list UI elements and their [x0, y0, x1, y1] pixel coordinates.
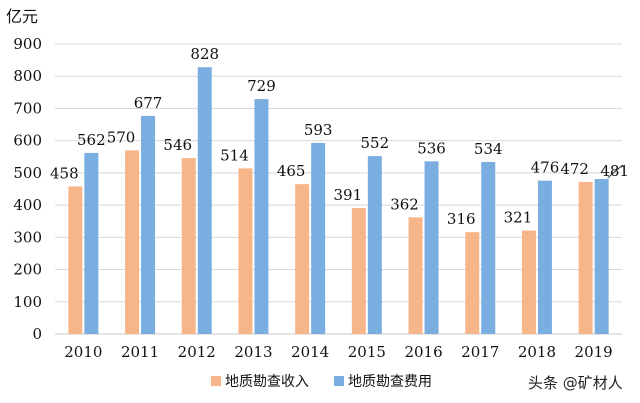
data-label: 828: [190, 45, 219, 63]
data-label: 321: [504, 209, 533, 227]
y-unit-label: 亿元: [6, 7, 38, 26]
bar-income: [181, 158, 196, 334]
y-tick-label: 800: [13, 67, 42, 85]
x-tick-label: 2018: [518, 343, 556, 361]
bar-cost: [141, 115, 156, 334]
data-label: 534: [474, 140, 503, 158]
x-tick-label: 2011: [121, 343, 159, 361]
bar-income: [578, 181, 593, 334]
bar-cost: [367, 156, 382, 334]
data-label: 552: [361, 134, 390, 152]
bar-cost: [424, 161, 439, 334]
data-label: 465: [277, 162, 306, 180]
y-axis-ticks: 0 100 200 300 400 500 600 700 800 900: [13, 35, 42, 343]
y-tick-label: 900: [13, 35, 42, 53]
y-tick-label: 600: [13, 132, 42, 150]
bars: [68, 67, 609, 334]
legend: 地质勘查收入 地质勘查费用: [211, 374, 432, 390]
data-label: 391: [334, 186, 363, 204]
bar-income: [238, 168, 253, 334]
y-tick-label: 0: [32, 325, 42, 343]
bar-cost: [481, 161, 496, 334]
data-label: 546: [163, 136, 192, 154]
bar-income: [465, 232, 480, 334]
legend-swatch-income: [211, 376, 221, 386]
data-label: 316: [447, 210, 476, 228]
data-label: 362: [390, 195, 419, 213]
data-label: 536: [417, 139, 446, 157]
data-label: 562: [77, 131, 106, 149]
x-tick-label: 2010: [64, 343, 102, 361]
legend-label-cost: 地质勘查费用: [348, 374, 432, 390]
bar-income: [408, 217, 423, 334]
x-axis-ticks: 2010 2011 2012 2013 2014 2015 2016 2017 2018 2019: [64, 343, 612, 361]
bar-cost: [197, 67, 212, 334]
data-label: 514: [220, 146, 249, 164]
y-tick-label: 700: [13, 99, 42, 117]
legend-swatch-cost: [334, 376, 344, 386]
x-tick-label: 2012: [178, 343, 216, 361]
x-tick-label: 2014: [291, 343, 329, 361]
bar-cost: [311, 142, 326, 334]
bar-income: [295, 184, 310, 334]
x-tick-label: 2017: [461, 343, 499, 361]
bar-cost: [594, 179, 609, 334]
data-label: 472: [560, 160, 589, 178]
data-label-leader-line: [607, 164, 623, 179]
legend-label-income: 地质勘查收入: [225, 374, 309, 390]
x-tick-label: 2016: [404, 343, 442, 361]
watermark: 头条 @矿材人: [528, 374, 623, 392]
data-label: 677: [134, 94, 163, 112]
x-tick-label: 2015: [348, 343, 386, 361]
data-label: 593: [304, 121, 333, 139]
watermark-text: 头条 @矿材人: [528, 374, 623, 392]
x-tick-label: 2013: [234, 343, 272, 361]
bar-cost: [254, 99, 269, 334]
bar-income: [521, 230, 536, 334]
x-tick-label: 2019: [575, 343, 613, 361]
bar-income: [68, 186, 83, 334]
bar-income: [125, 150, 140, 334]
y-tick-label: 100: [13, 293, 42, 311]
y-tick-label: 300: [13, 228, 42, 246]
bar-cost: [84, 152, 99, 334]
bar-cost: [537, 180, 552, 334]
y-tick-label: 200: [13, 261, 42, 279]
data-label: 476: [531, 159, 560, 177]
data-labels: 458 562 570 677 546 828 514 729 465 593 391 552 362 5…: [50, 45, 629, 228]
y-tick-label: 500: [13, 164, 42, 182]
y-tick-label: 400: [13, 196, 42, 214]
data-label: 570: [107, 128, 136, 146]
data-label: 481: [600, 162, 629, 180]
data-label: 729: [247, 77, 276, 95]
bar-income: [351, 208, 366, 334]
data-label: 458: [50, 164, 79, 182]
